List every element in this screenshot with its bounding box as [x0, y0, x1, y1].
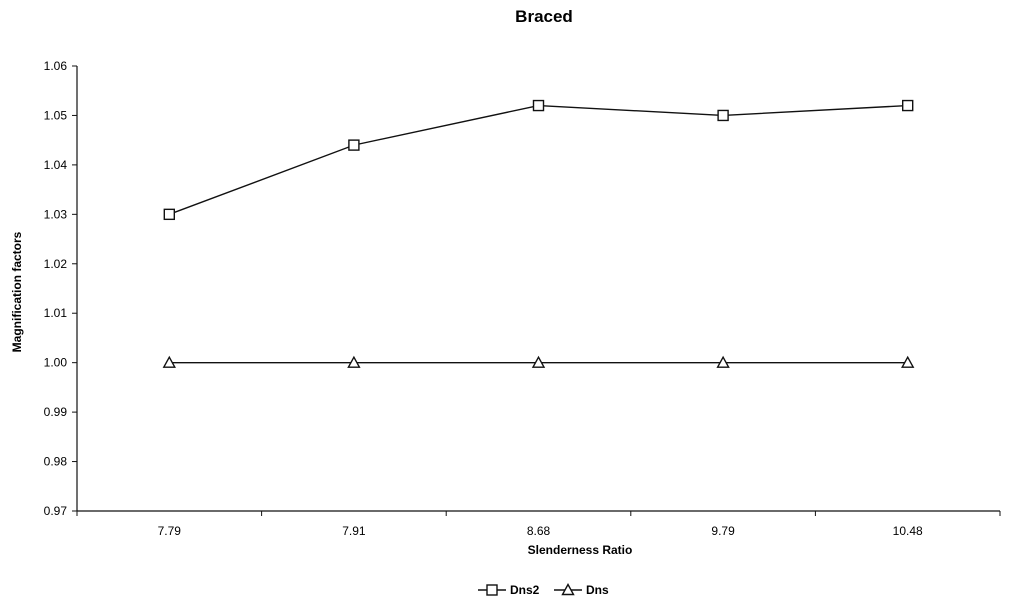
x-tick-label: 10.48	[893, 524, 923, 538]
dns2-marker	[532, 99, 545, 112]
y-axis-label: Magnification factors	[10, 231, 24, 352]
dns-marker	[347, 355, 361, 368]
legend-dns2-label: Dns2	[510, 583, 540, 597]
y-tick-label: 1.01	[44, 306, 68, 320]
dns2-marker	[717, 109, 729, 122]
legend-dns-label: Dns	[586, 583, 609, 597]
legend-item-dns: Dns	[554, 583, 609, 597]
legend-dns2-marker	[486, 584, 498, 596]
legend: Dns2 Dns	[478, 583, 609, 597]
y-tick-label: 1.00	[44, 356, 68, 370]
y-ticks: 1.06 1.05 1.04 1.03 1.02 1.01 1.00 0.99 0.98 0.97	[44, 59, 77, 518]
y-tick-label: 1.02	[44, 257, 68, 271]
legend-item-dns2: Dns2	[478, 583, 540, 597]
dns2-marker	[163, 208, 176, 221]
y-tick-label: 1.06	[44, 59, 68, 73]
chart-title: Braced	[515, 7, 573, 26]
y-tick-label: 1.03	[44, 207, 68, 221]
y-tick-label: 1.05	[44, 108, 68, 122]
y-tick-label: 0.98	[44, 455, 68, 469]
series-dns	[162, 355, 915, 368]
series-dns2	[163, 99, 914, 221]
dns-marker	[716, 355, 730, 368]
y-tick-label: 0.99	[44, 405, 68, 419]
series-layer	[162, 99, 915, 368]
series-dns2-line	[169, 104, 908, 215]
x-axis-label: Slenderness Ratio	[528, 543, 633, 557]
x-tick-label: 8.68	[527, 524, 551, 538]
dns2-marker	[902, 99, 914, 112]
y-tick-label: 0.97	[44, 504, 68, 518]
dns-marker	[531, 355, 546, 368]
y-tick-label: 1.04	[44, 158, 68, 172]
axes	[76, 66, 1000, 512]
legend-dns-marker	[561, 583, 575, 596]
x-tick-label: 7.79	[158, 524, 182, 538]
dns2-marker	[348, 139, 360, 151]
x-ticks: 7.79 7.91 8.68 9.79 10.48	[76, 511, 1001, 538]
x-tick-label: 9.79	[711, 524, 735, 538]
x-tick-label: 7.91	[342, 524, 366, 538]
dns-marker	[162, 355, 176, 368]
dns-marker	[901, 355, 915, 368]
